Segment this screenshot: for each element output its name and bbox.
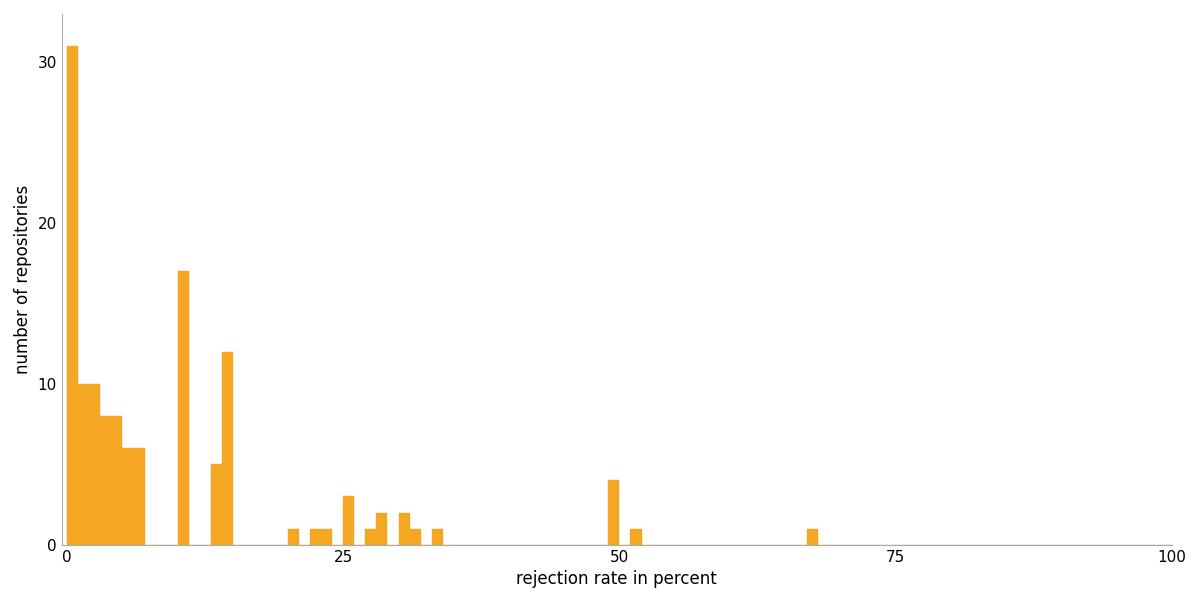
Bar (432, 529, 443, 545)
Bar (409, 529, 421, 545)
Bar (101, 416, 112, 545)
Bar (322, 529, 332, 545)
Bar (288, 529, 299, 545)
Bar (310, 529, 322, 545)
Y-axis label: number of repositories: number of repositories (14, 185, 32, 374)
Bar (133, 448, 144, 545)
Bar (343, 497, 354, 545)
X-axis label: rejection rate in percent: rejection rate in percent (516, 570, 718, 588)
Bar (211, 464, 222, 545)
Bar (222, 352, 233, 545)
Bar (366, 529, 377, 545)
Bar (112, 416, 122, 545)
Bar (67, 46, 78, 545)
Bar (122, 448, 133, 545)
Bar (89, 384, 101, 545)
Bar (377, 512, 388, 545)
Bar (808, 529, 818, 545)
Bar (608, 480, 619, 545)
Bar (630, 529, 642, 545)
Bar (398, 512, 409, 545)
Bar (178, 272, 188, 545)
Bar (78, 384, 89, 545)
